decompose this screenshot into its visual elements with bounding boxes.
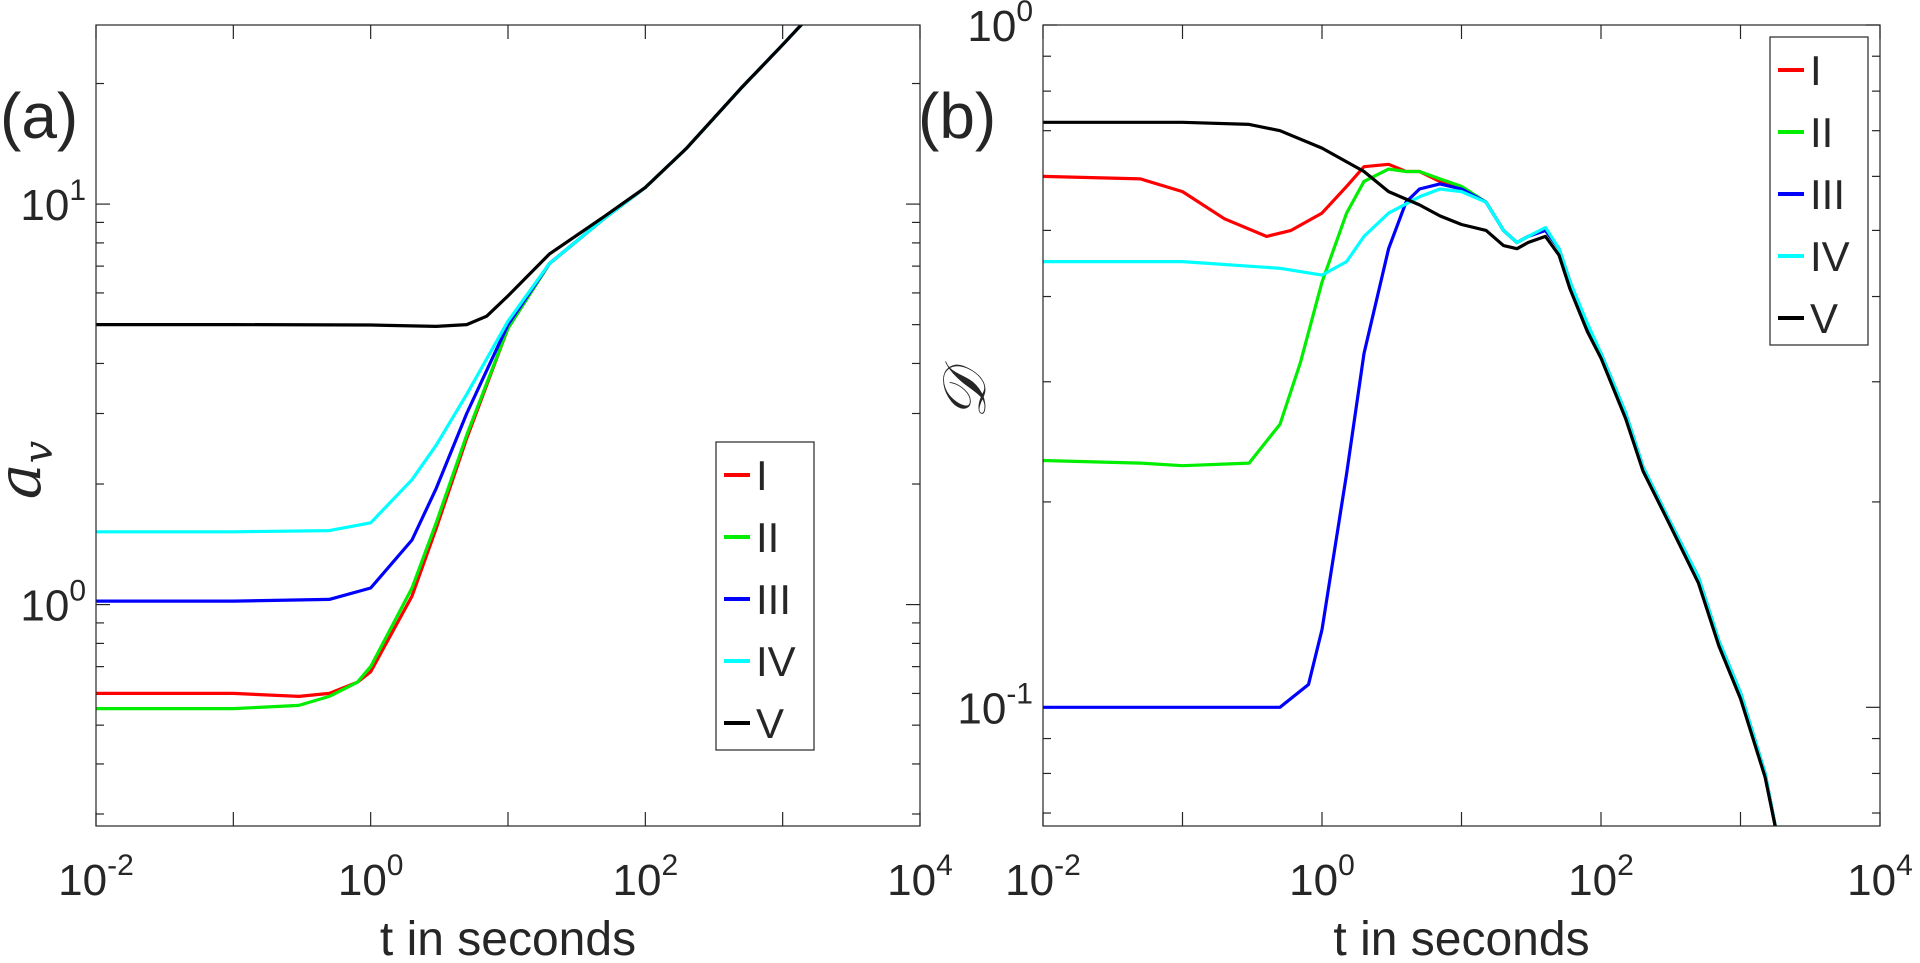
series-lines (1043, 120, 1777, 826)
legend-label-II: II (1810, 109, 1833, 156)
legend-label-I: I (1810, 47, 1822, 94)
legend-label-II: II (756, 514, 779, 561)
y-tick-label: 10-1 (957, 677, 1033, 733)
x-tick-label: 102 (613, 849, 679, 905)
legend-box (715, 441, 815, 751)
y-tick-label: 100 (967, 0, 1033, 51)
panel-label: (a) (0, 80, 78, 152)
legend-label-V: V (756, 700, 784, 747)
legend-label-I: I (756, 452, 768, 499)
panel-label: (b) (918, 80, 996, 152)
x-tick-label: 102 (1568, 849, 1634, 905)
legend-box (1769, 36, 1869, 346)
y-tick-label: 100 (20, 575, 86, 631)
series-line-V (96, 25, 804, 328)
y-axis-label: 𝑎v (0, 440, 62, 499)
minor-ticks (95, 25, 921, 826)
axes-frame (1042, 24, 1881, 827)
x-axis-label: t in seconds (380, 913, 636, 963)
x-tick-label: 104 (887, 849, 953, 905)
x-tick-label: 10-2 (1005, 849, 1081, 905)
axes-frame (95, 24, 921, 827)
legend-label-IV: IV (1810, 233, 1850, 280)
x-tick-label: 10-2 (58, 849, 134, 905)
x-tick-label: 100 (338, 849, 404, 905)
legend-label-III: III (756, 576, 791, 623)
series-lines (96, 25, 804, 711)
legend-label-V: V (1810, 295, 1838, 342)
x-tick-label: 100 (1289, 849, 1355, 905)
legend-label-IV: IV (756, 638, 796, 685)
series-line-V (1043, 120, 1777, 826)
legend-label-III: III (1810, 171, 1845, 218)
series-line-IV (1043, 187, 1777, 826)
x-axis-label: t in seconds (1333, 913, 1589, 963)
minor-ticks (1042, 24, 1881, 826)
x-tick-label: 104 (1847, 849, 1913, 905)
y-tick-label: 101 (20, 174, 86, 230)
